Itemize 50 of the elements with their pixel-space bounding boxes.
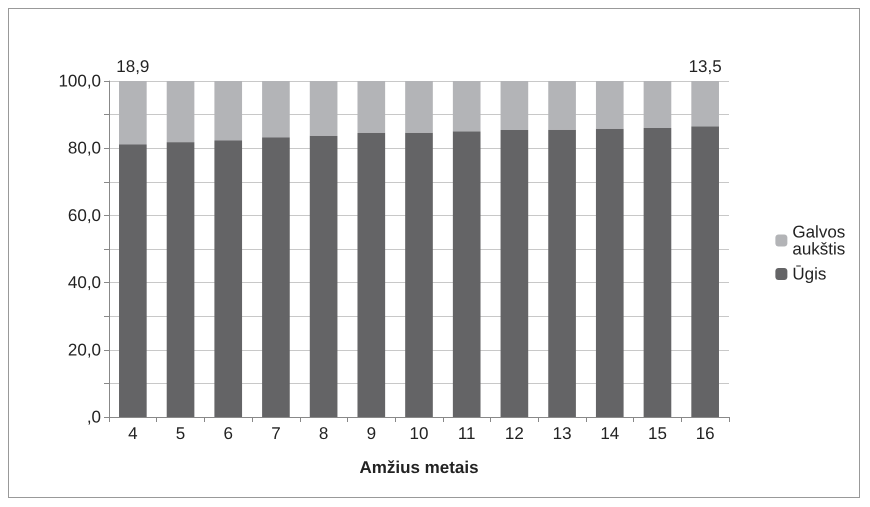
x-tick-label: 4 bbox=[128, 424, 138, 443]
x-tick-label: 8 bbox=[318, 424, 328, 443]
bar bbox=[405, 81, 433, 133]
y-tick-label: 100,0 bbox=[58, 72, 101, 90]
bar bbox=[644, 81, 672, 128]
bar bbox=[644, 128, 672, 417]
legend-label: Ūgis bbox=[792, 264, 826, 284]
bar bbox=[452, 131, 481, 417]
bar bbox=[596, 128, 624, 417]
bar bbox=[500, 81, 528, 130]
x-tick-label: 12 bbox=[504, 424, 524, 443]
bar bbox=[452, 81, 481, 132]
bar bbox=[310, 81, 338, 136]
bar bbox=[119, 144, 147, 417]
bar bbox=[691, 126, 719, 417]
x-tick-label: 15 bbox=[648, 424, 667, 443]
y-tick-label: 80,0 bbox=[68, 138, 101, 158]
x-tick-label: 5 bbox=[176, 424, 186, 443]
bar bbox=[262, 81, 290, 138]
bar bbox=[166, 142, 194, 417]
x-tick-label: 10 bbox=[410, 424, 428, 443]
x-tick-label: 6 bbox=[223, 424, 233, 443]
bar bbox=[357, 132, 386, 417]
x-axis-title: Amžius metais bbox=[359, 458, 479, 477]
bar bbox=[310, 136, 338, 417]
bar bbox=[405, 132, 433, 417]
legend-label: Galvos aukštis bbox=[792, 222, 850, 258]
bar bbox=[691, 81, 719, 126]
x-tick-label: 13 bbox=[552, 424, 572, 443]
x-tick-label: 14 bbox=[600, 424, 620, 443]
bar bbox=[357, 81, 386, 133]
bar bbox=[214, 81, 242, 140]
data-label: 13,5 bbox=[688, 57, 722, 76]
bar bbox=[214, 140, 242, 417]
y-tick-label: 40,0 bbox=[68, 273, 101, 292]
x-tick-label: 16 bbox=[696, 424, 715, 443]
data-label: 18,9 bbox=[116, 57, 150, 76]
bar bbox=[596, 81, 624, 129]
y-tick-label: 60,0 bbox=[68, 206, 101, 225]
x-tick-label: 9 bbox=[366, 424, 376, 443]
bar bbox=[500, 130, 528, 417]
bar bbox=[166, 81, 194, 142]
bar bbox=[262, 137, 290, 417]
y-tick-label: 20,0 bbox=[68, 340, 101, 360]
bar bbox=[548, 81, 576, 130]
y-tick-label: ,0 bbox=[86, 408, 101, 426]
x-tick-label: 7 bbox=[271, 424, 281, 443]
bar bbox=[548, 130, 576, 417]
x-tick-label: 11 bbox=[458, 424, 476, 443]
bar bbox=[119, 81, 147, 145]
